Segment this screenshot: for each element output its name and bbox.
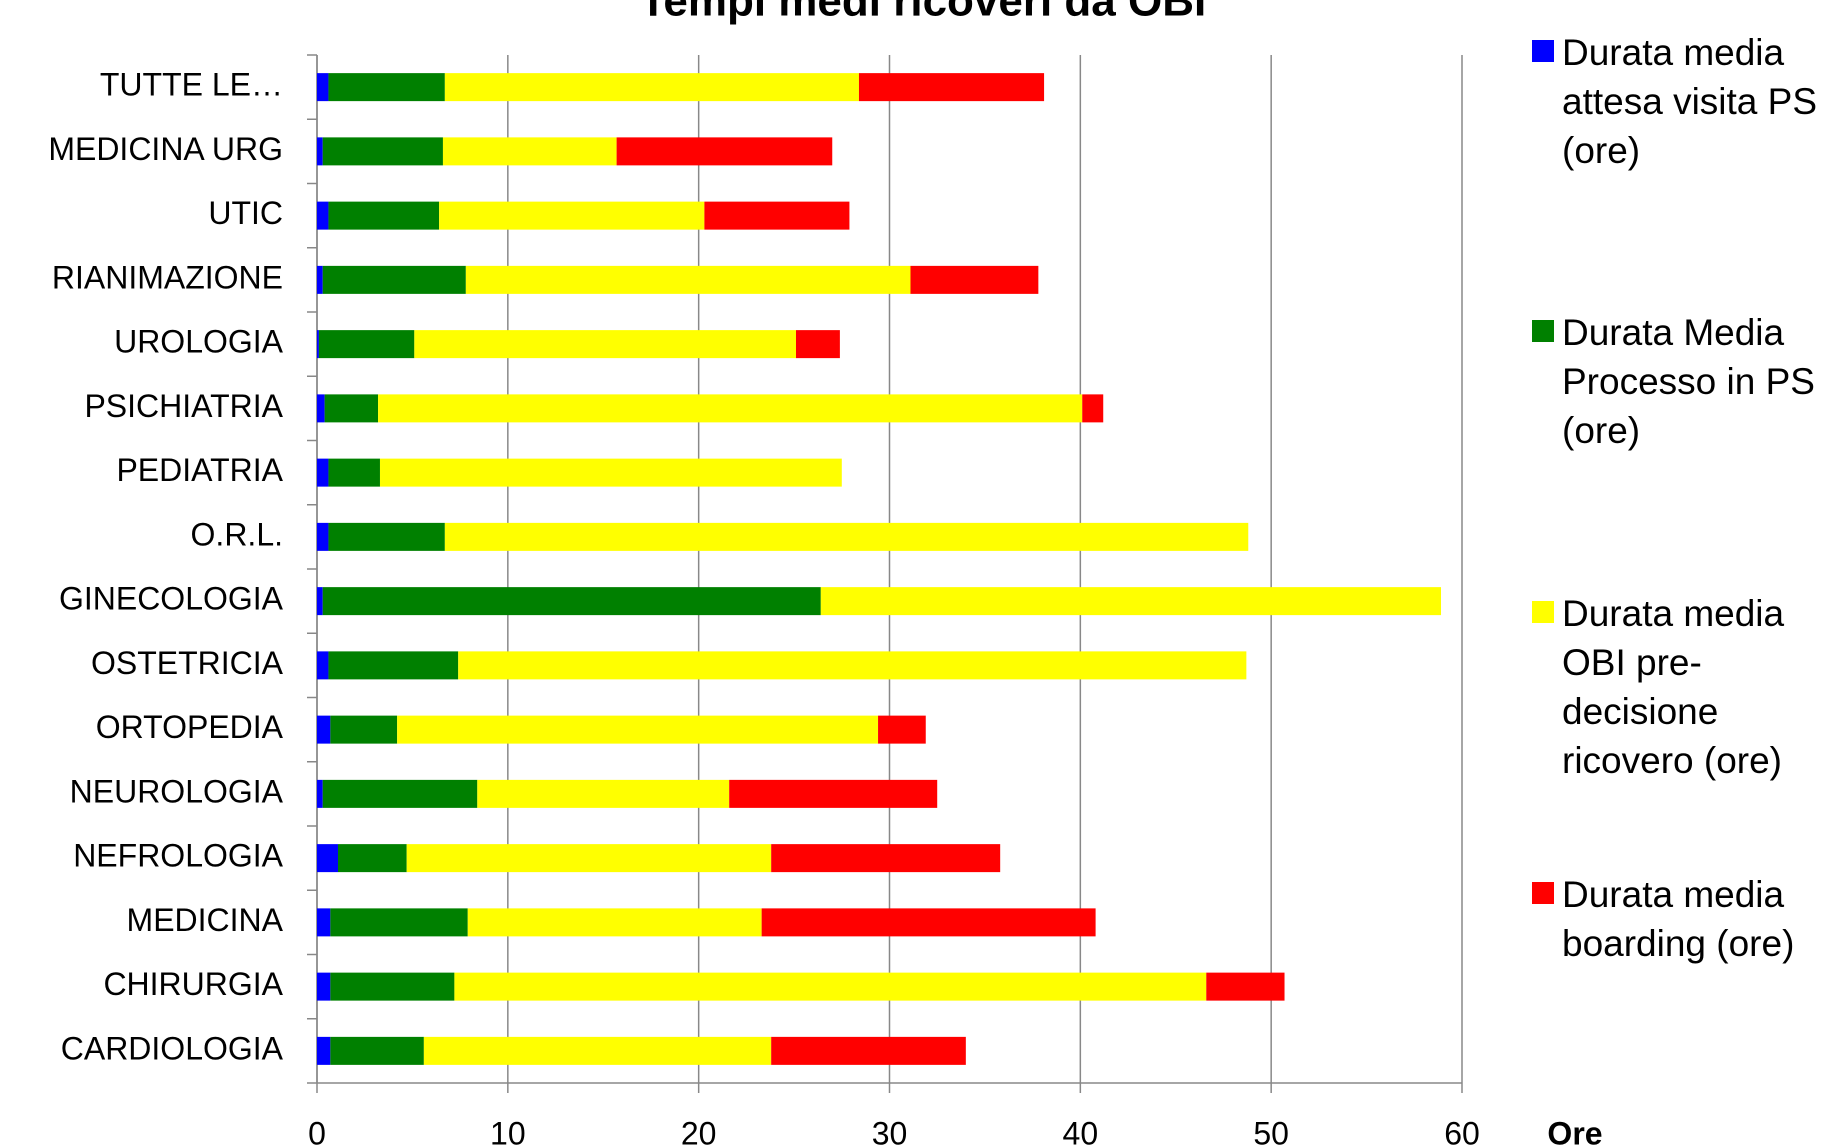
bar-segment <box>328 651 459 680</box>
y-tick-label: MEDICINA <box>127 902 284 938</box>
bar-segment <box>317 1036 331 1065</box>
bar-segment <box>761 908 1096 937</box>
legend-swatch <box>1532 320 1554 342</box>
y-tick-label: RIANIMAZIONE <box>52 259 283 295</box>
bar-segment <box>467 908 762 937</box>
bar-segment <box>328 73 445 102</box>
x-tick-label: 0 <box>308 1115 326 1148</box>
x-tick-label: 40 <box>1063 1115 1099 1148</box>
bar-segment <box>322 265 466 294</box>
bar-segment <box>330 908 468 937</box>
bar-segment <box>318 330 415 359</box>
bar-segment <box>317 458 329 487</box>
bar-segment <box>324 394 379 423</box>
chart-title: Tempi medi ricoveri da OBI <box>640 0 1206 26</box>
bar-segment <box>444 73 859 102</box>
bar-segment <box>330 1036 424 1065</box>
bar-segment <box>317 779 323 808</box>
bar-segment <box>328 201 440 230</box>
legend-label: Durata Media Processo in PS (ore) <box>1562 312 1815 451</box>
bar-segment <box>878 715 926 744</box>
y-tick-label: O.R.L. <box>191 516 283 552</box>
bar-segment <box>317 651 329 680</box>
y-tick-label: MEDICINA URG <box>48 131 283 167</box>
x-tick-label: 20 <box>681 1115 717 1148</box>
bar-segment <box>616 137 833 166</box>
y-tick-label: UTIC <box>208 195 283 231</box>
bar-segment <box>397 715 879 744</box>
y-tick-label: PEDIATRIA <box>116 452 283 488</box>
x-tick-label: 30 <box>872 1115 908 1148</box>
y-tick-label: PSICHIATRIA <box>84 388 283 424</box>
bar-segment <box>317 587 323 616</box>
y-tick-label: GINECOLOGIA <box>59 581 284 617</box>
bar-segment <box>1206 972 1285 1001</box>
bar-segment <box>444 522 1249 551</box>
bar-segment <box>704 201 850 230</box>
bar-segment <box>317 330 319 359</box>
bar-segment <box>423 1036 772 1065</box>
bar-segment <box>729 779 938 808</box>
bar-segment <box>414 330 796 359</box>
bar-segment <box>454 972 1207 1001</box>
legend-entry: Durata Media Processo in PS (ore) <box>1530 308 1820 455</box>
bar-segment <box>317 522 329 551</box>
bar-segment <box>442 137 617 166</box>
x-tick-label: 10 <box>490 1115 526 1148</box>
bar-segment <box>439 201 705 230</box>
legend-entry: Durata media boarding (ore) <box>1530 870 1820 968</box>
y-tick-label: TUTTE LE… <box>100 67 283 103</box>
bar-segment <box>317 137 323 166</box>
y-tick-label: NEFROLOGIA <box>73 838 283 874</box>
legend-label: Durata media attesa visita PS (ore) <box>1562 32 1818 171</box>
bar-segment <box>378 394 1083 423</box>
legend-entry: Durata media attesa visita PS (ore) <box>1530 28 1820 175</box>
bar-segment <box>317 908 331 937</box>
y-tick-label: NEUROLOGIA <box>70 773 284 809</box>
y-tick-label: OSTETRICIA <box>91 645 284 681</box>
bar-segment <box>317 972 331 1001</box>
y-tick-label: CARDIOLOGIA <box>61 1030 284 1066</box>
x-tick-label: 60 <box>1444 1115 1480 1148</box>
bar-segment <box>458 651 1247 680</box>
bar-segment <box>337 844 407 873</box>
bar-segment <box>317 844 338 873</box>
bar-segment <box>1082 394 1104 423</box>
y-tick-label: ORTOPEDIA <box>96 709 284 745</box>
bar-segment <box>771 1036 966 1065</box>
bar-segment <box>477 779 730 808</box>
bar-segment <box>330 972 455 1001</box>
bar-segment <box>771 844 1001 873</box>
legend-entry: Durata media OBI pre-decisione ricovero … <box>1530 589 1820 785</box>
bar-segment <box>322 779 478 808</box>
bar-segment <box>328 522 445 551</box>
bar-segment <box>820 587 1442 616</box>
x-axis-label: Ore <box>1547 1115 1602 1148</box>
bar-segment <box>795 330 840 359</box>
bar-segment <box>317 265 323 294</box>
bar-segment <box>910 265 1039 294</box>
bar-segment <box>317 201 329 230</box>
bar-segment <box>406 844 772 873</box>
legend-label: Durata media boarding (ore) <box>1562 874 1795 964</box>
legend-label: Durata media OBI pre-decisione ricovero … <box>1562 593 1785 781</box>
bar-segment <box>317 394 325 423</box>
bar-segment <box>322 587 821 616</box>
bar-segment <box>379 458 842 487</box>
y-tick-label: CHIRURGIA <box>103 966 283 1002</box>
bar-segment <box>322 137 443 166</box>
bar-segment <box>465 265 911 294</box>
bar-segment <box>330 715 398 744</box>
bar-segment <box>328 458 380 487</box>
bar-segment <box>858 73 1045 102</box>
legend-swatch <box>1532 601 1554 623</box>
bar-segment <box>317 715 331 744</box>
bar-segment <box>317 73 329 102</box>
y-tick-label: UROLOGIA <box>114 324 284 360</box>
legend-swatch <box>1532 882 1554 904</box>
legend-swatch <box>1532 40 1554 62</box>
x-tick-label: 50 <box>1253 1115 1289 1148</box>
